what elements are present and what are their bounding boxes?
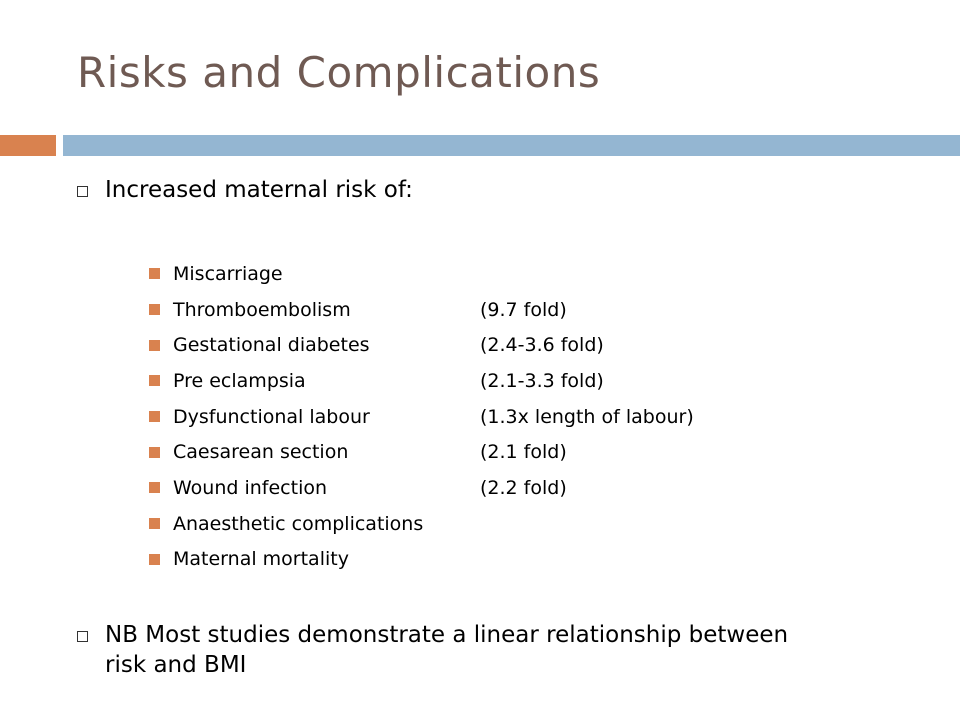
- list-item: Gestational diabetes (2.4-3.6 fold): [149, 327, 694, 363]
- list-item: Thromboembolism (9.7 fold): [149, 292, 694, 328]
- square-bullet-icon: [149, 411, 160, 423]
- risk-value: (1.3x length of labour): [480, 405, 694, 428]
- list-item: Dysfunctional labour (1.3x length of lab…: [149, 399, 694, 435]
- bullet-text: Increased maternal risk of:: [105, 177, 413, 203]
- square-bullet-icon: [149, 339, 160, 351]
- list-item: Maternal mortality: [149, 542, 694, 578]
- title-accent-bar: [0, 135, 56, 156]
- square-bullet-icon: [149, 268, 160, 280]
- risk-value: (2.4-3.6 fold): [480, 334, 604, 357]
- risk-label: Thromboembolism: [173, 298, 351, 321]
- bullet-text: NB Most studies demonstrate a linear rel…: [105, 622, 789, 678]
- square-bullet-icon: [149, 446, 160, 458]
- list-item: Wound infection (2.2 fold): [149, 470, 694, 506]
- bullet-increased-risk: Increased maternal risk of:: [77, 175, 825, 205]
- risk-label: Wound infection: [173, 476, 328, 499]
- risk-value: (2.2 fold): [480, 476, 567, 499]
- square-bullet-icon: [149, 375, 160, 387]
- risk-label: Gestational diabetes: [173, 334, 370, 357]
- risk-value: (9.7 fold): [480, 298, 567, 321]
- risk-list: Miscarriage Thromboembolism (9.7 fold) G…: [149, 256, 694, 577]
- risk-label: Anaesthetic complications: [173, 512, 424, 535]
- title-divider-bar: [63, 135, 960, 156]
- risk-value: (2.1-3.3 fold): [480, 369, 604, 392]
- list-item: Miscarriage: [149, 256, 694, 292]
- list-item: Anaesthetic complications: [149, 506, 694, 542]
- risk-label: Maternal mortality: [173, 548, 349, 571]
- risk-label: Caesarean section: [173, 441, 349, 464]
- square-bullet-icon: [149, 518, 160, 530]
- risk-label: Dysfunctional labour: [173, 405, 370, 428]
- bullet-nb-note: NB Most studies demonstrate a linear rel…: [77, 620, 825, 680]
- list-item: Pre eclampsia (2.1-3.3 fold): [149, 363, 694, 399]
- list-item: Caesarean section (2.1 fold): [149, 434, 694, 470]
- hollow-square-bullet-icon: [77, 186, 88, 197]
- risk-label: Pre eclampsia: [173, 369, 306, 392]
- risk-label: Miscarriage: [173, 262, 283, 285]
- square-bullet-icon: [149, 482, 160, 494]
- risk-value: (2.1 fold): [480, 441, 567, 464]
- slide-title: Risks and Complications: [77, 48, 601, 97]
- hollow-square-bullet-icon: [77, 631, 88, 642]
- square-bullet-icon: [149, 304, 160, 316]
- square-bullet-icon: [149, 553, 160, 565]
